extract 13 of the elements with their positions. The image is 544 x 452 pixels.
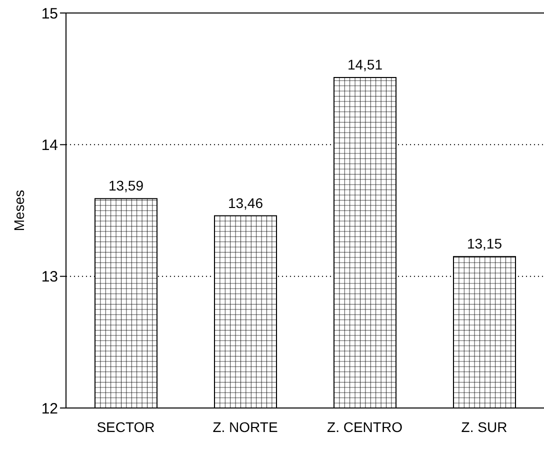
data-label: 13,15 [466, 236, 502, 252]
x-tick-label: Z. NORTE [212, 418, 278, 435]
x-tick-label: SECTOR [96, 418, 155, 435]
x-tick-label: Z. SUR [461, 418, 508, 435]
y-tick-label: 14 [41, 136, 58, 154]
y-tick-label: 15 [41, 5, 58, 22]
x-tick-label: Z. CENTRO [327, 418, 403, 435]
data-label: 13,59 [108, 178, 144, 194]
y-axis-title: Meses [10, 190, 27, 232]
y-tick-label: 12 [41, 400, 58, 418]
data-label: 14,51 [347, 56, 383, 73]
y-tick-label: 13 [41, 268, 58, 286]
data-label: 13,46 [228, 194, 264, 211]
